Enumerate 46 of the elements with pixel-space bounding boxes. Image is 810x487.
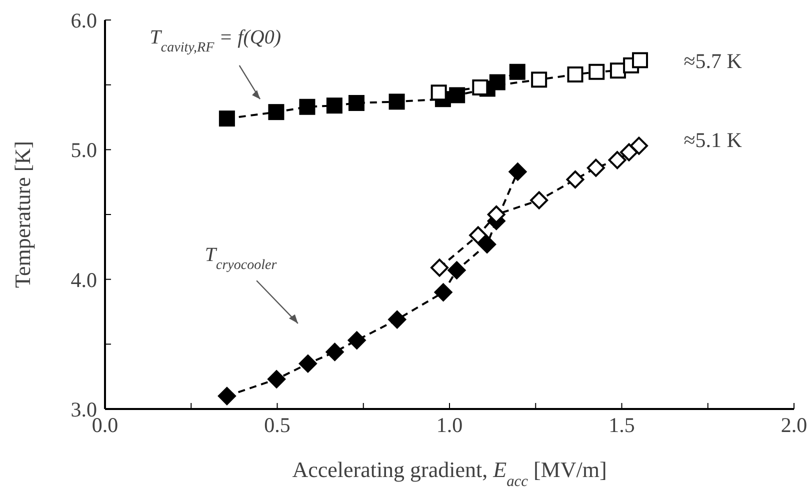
x-tick-label: 1.5 xyxy=(608,412,635,437)
point xyxy=(530,191,548,210)
x-tick-label: 2.0 xyxy=(780,412,808,437)
point xyxy=(472,79,488,96)
point xyxy=(588,64,605,80)
x-tick-label: 0.5 xyxy=(264,412,290,437)
point xyxy=(326,342,344,361)
point xyxy=(430,84,447,101)
point xyxy=(566,170,584,188)
y-tick-label: 5.0 xyxy=(70,138,97,162)
annotation: T$_{cryocooler}$ xyxy=(204,244,278,273)
point xyxy=(326,98,342,114)
point xyxy=(509,64,526,80)
point xyxy=(478,235,496,254)
point xyxy=(299,98,316,115)
point xyxy=(531,72,548,88)
point xyxy=(388,310,406,329)
annotation: ≈5.7 K xyxy=(684,48,742,73)
point xyxy=(268,370,286,388)
point xyxy=(630,136,648,155)
point xyxy=(489,74,506,90)
point xyxy=(388,94,405,110)
point xyxy=(449,87,466,104)
point xyxy=(508,162,527,181)
point xyxy=(348,94,364,111)
point xyxy=(268,104,284,120)
point xyxy=(608,151,626,170)
x-axis-title: Accelerating gradient, E$_{acc}$ [MV/m] xyxy=(292,457,607,487)
point xyxy=(218,387,236,406)
y-axis-title: Temperature [K] xyxy=(10,141,35,288)
point xyxy=(218,110,235,127)
point xyxy=(348,331,366,350)
point xyxy=(632,52,648,68)
point xyxy=(469,226,488,244)
y-tick-label: 4.0 xyxy=(70,268,97,292)
point xyxy=(298,354,317,373)
annotation: T$_{cavity,RF}$ = f(Q0) xyxy=(150,26,282,55)
point xyxy=(448,261,466,280)
point xyxy=(434,283,452,302)
point xyxy=(567,66,584,82)
point xyxy=(430,258,449,277)
point xyxy=(620,143,638,162)
point xyxy=(586,158,605,177)
y-tick-label: 6.0 xyxy=(70,8,97,32)
annotation: ≈5.1 K xyxy=(684,128,742,152)
x-tick-label: 1.0 xyxy=(436,412,463,437)
